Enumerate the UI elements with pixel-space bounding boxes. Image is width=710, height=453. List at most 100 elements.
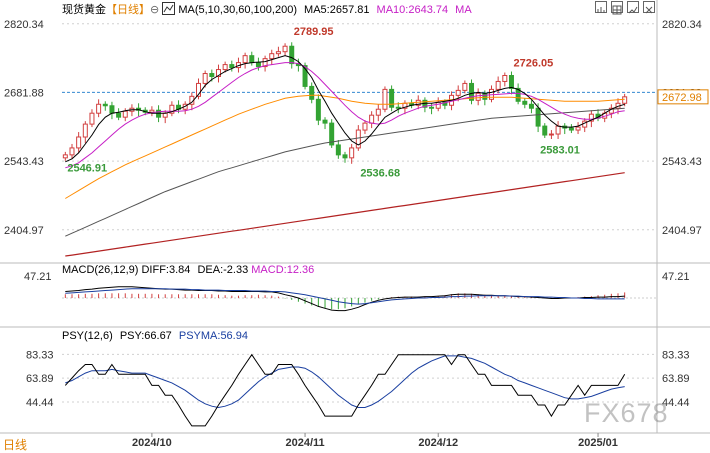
candle-body — [169, 104, 175, 114]
candle-body — [89, 112, 95, 125]
psy-tick-label-left: 83.33 — [26, 349, 54, 361]
candle-body — [249, 55, 255, 64]
psy-header: PSY(12,6) PSY:66.67 PSYMA:56.94 — [62, 330, 248, 343]
psyma-value: PSYMA:56.94 — [178, 330, 248, 342]
ma-extra-value: MA — [455, 4, 472, 16]
candle-body — [369, 114, 375, 124]
candle-body — [222, 64, 228, 71]
x-tick-label: 2024/11 — [285, 437, 324, 449]
x-tick-label: 2024/10 — [132, 437, 172, 449]
macd-label: MACD(26,12,9) — [62, 264, 139, 276]
candle-body — [102, 103, 108, 107]
diff-value: DIFF:3.84 — [141, 264, 191, 276]
ma-settings-icon[interactable] — [162, 2, 176, 15]
price-annotation: 2546.91 — [67, 162, 107, 174]
grid-layer — [0, 0, 710, 434]
candle-body — [342, 154, 348, 159]
main-header: 现货黄金【日线】⊖ MA(5,10,30,60,100,200) MA5:265… — [62, 2, 472, 17]
candle-body — [482, 92, 488, 100]
candle-body — [395, 106, 401, 109]
psy-value: PSY:66.67 — [119, 330, 172, 342]
candle-body — [568, 127, 574, 131]
candle-body — [508, 75, 514, 89]
y-tick-label-right: 2820.34 — [662, 19, 702, 31]
ma100-line — [65, 172, 625, 257]
candle-body — [469, 82, 475, 101]
ma10-value: MA10:2643.74 — [376, 4, 449, 16]
psyma-line — [65, 355, 625, 409]
macd-panel — [62, 286, 657, 312]
ma10-line — [65, 62, 625, 169]
macd-value: MACD:12.36 — [251, 264, 315, 276]
candle-body — [282, 45, 288, 53]
candle-body — [548, 133, 554, 136]
x-tick-label: 2024/12 — [418, 437, 458, 449]
circle-toggle-icon[interactable]: ⊖ — [150, 4, 160, 16]
candle-body — [82, 123, 88, 138]
candle-body — [575, 126, 581, 131]
candle-body — [522, 100, 528, 105]
watermark: FX678 — [584, 398, 669, 428]
candle-body — [289, 45, 295, 65]
candle-body — [109, 105, 115, 114]
candle-body — [535, 107, 541, 127]
candle-body — [262, 58, 268, 68]
candle-body — [255, 62, 261, 68]
psy-tick-label-right: 44.44 — [662, 397, 690, 409]
psy-panel — [64, 353, 626, 427]
psy-tick-label-left: 63.89 — [26, 373, 54, 385]
close-icon[interactable] — [643, 1, 655, 14]
candle-body — [588, 113, 594, 122]
axis-labels: 2820.342820.342681.882681.882543.432543.… — [4, 19, 709, 449]
candle-body — [622, 96, 628, 104]
macd-header: MACD(26,12,9) DIFF:3.84 DEA:-2.33 MACD:1… — [62, 264, 314, 277]
macd-tick-label-right: 47.21 — [662, 271, 690, 283]
psy-tick-label-left: 44.44 — [26, 397, 54, 409]
candle-body — [442, 101, 448, 106]
period-button[interactable]: 日线 — [3, 436, 27, 453]
candle-body — [229, 64, 235, 69]
psy-label: PSY(12,6) — [62, 330, 113, 342]
candle-body — [475, 92, 481, 101]
candle-body — [315, 98, 321, 121]
candle-body — [495, 80, 501, 90]
psy-line — [64, 353, 626, 427]
candle-body — [96, 103, 102, 114]
main-panel: 2789.95 2726.05 2546.91 2536.68 2583.01 — [62, 26, 628, 257]
chart-type-icon[interactable] — [627, 1, 639, 14]
current-price-box — [657, 89, 709, 105]
candle-body — [355, 129, 361, 149]
ma5-value: MA5:2657.81 — [304, 4, 370, 16]
candle-body — [215, 69, 221, 77]
candle-body — [269, 53, 275, 60]
grid-icon[interactable] — [611, 1, 623, 15]
candle-body — [349, 147, 355, 159]
candle-body — [555, 125, 561, 135]
macd-tick-label-left: 47.21 — [24, 271, 52, 283]
psy-tick-label-right: 63.89 — [662, 373, 690, 385]
candle-body — [149, 109, 155, 113]
candle-body — [435, 101, 441, 109]
period-label[interactable]: 【日线】 — [106, 4, 150, 16]
candle-body — [528, 103, 534, 109]
candle-body — [502, 75, 508, 82]
y-tick-label-left: 2543.43 — [4, 156, 44, 168]
price-annotation: 2726.05 — [513, 58, 553, 70]
candle-body — [69, 147, 75, 156]
dea-value: DEA:-2.33 — [197, 264, 249, 276]
candle-body — [375, 108, 381, 116]
candle-body — [382, 88, 388, 110]
price-annotation: 2583.01 — [540, 144, 580, 156]
indicator-icon[interactable] — [595, 1, 607, 13]
ma-label: MA(5,10,30,60,100,200) — [178, 4, 297, 16]
candle-body — [462, 82, 468, 91]
period-button-label: 日线 — [3, 438, 28, 452]
candle-body — [515, 87, 521, 102]
candle-body — [275, 51, 281, 55]
price-annotation: 2536.68 — [360, 167, 400, 179]
candle-body — [335, 144, 341, 156]
y-tick-label-right: 2543.43 — [662, 156, 702, 168]
y-tick-label-left: 2404.97 — [4, 225, 44, 237]
candle-body — [329, 122, 335, 146]
